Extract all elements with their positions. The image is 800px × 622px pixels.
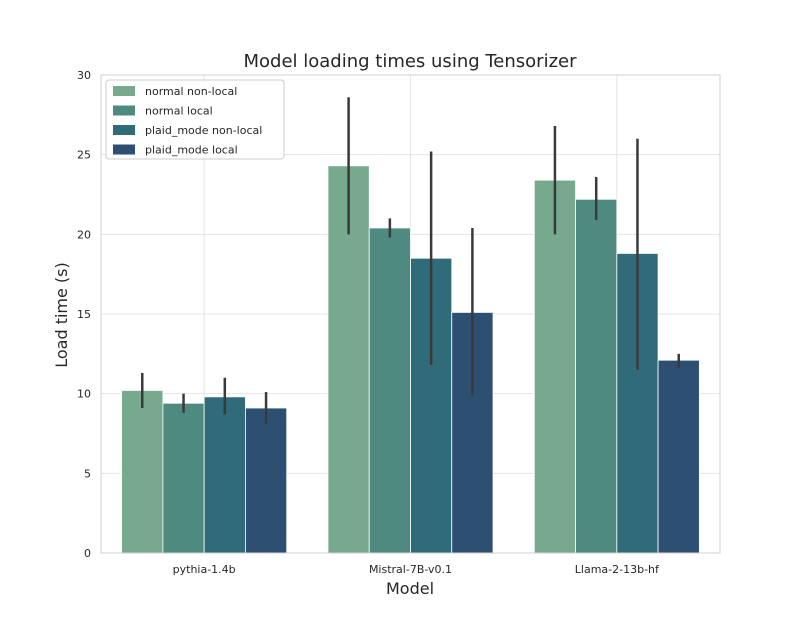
y-tick-label: 30 [77,69,91,82]
chart-title: Model loading times using Tensorizer [243,51,577,72]
legend: normal non-local normal local plaid_mode n… [105,79,285,160]
legend-swatch [113,125,135,135]
bar [368,227,411,554]
y-tick-label: 0 [84,547,91,560]
legend-label: normal local [145,105,213,118]
legend-label: plaid_mode local [145,144,238,157]
x-axis-ticks: pythia-1.4b Mistral-7B-v0.1 Llama-2-13b-hf [173,563,660,576]
legend-box [105,79,285,160]
y-tick-label: 20 [77,228,91,241]
legend-swatch [113,105,135,116]
x-tick-label: Llama-2-13b-hf [575,563,660,576]
bar [657,359,700,554]
bar [162,402,205,554]
y-tick-label: 25 [77,149,91,162]
y-tick-label: 15 [77,308,91,321]
y-tick-label: 10 [77,388,91,401]
error-bars [141,97,680,424]
bar [575,198,618,554]
y-axis-ticks: 0 5 10 15 20 25 30 [77,69,91,560]
bars [121,165,700,554]
bar [245,407,288,554]
y-tick-label: 5 [84,467,91,480]
x-tick-label: pythia-1.4b [173,563,236,576]
plot-frame [100,74,721,554]
legend-swatch [113,86,135,96]
legend-label: normal non-local [145,85,237,98]
legend-swatch [113,144,135,155]
x-axis-label: Model [386,579,434,598]
bar [533,179,576,554]
y-axis-label: Load time (s) [52,262,71,368]
x-tick-label: Mistral-7B-v0.1 [369,563,452,576]
bar [121,390,164,554]
legend-label: plaid_mode non-local [145,124,262,137]
bar [203,396,246,554]
